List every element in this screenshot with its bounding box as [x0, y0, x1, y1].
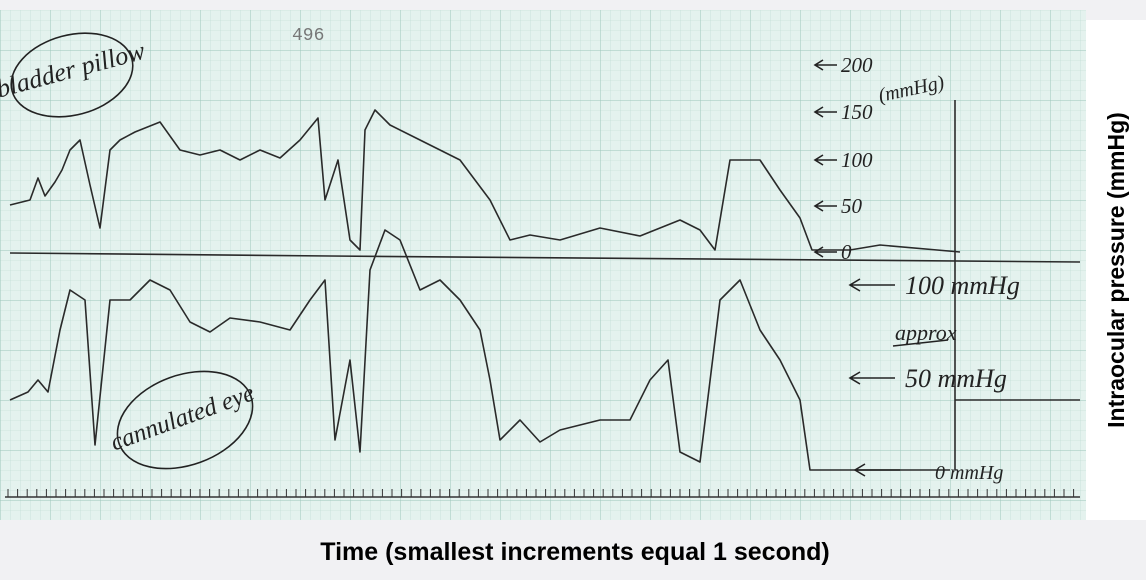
lower-scale: 100 mmHg 50 mmHg 0 mmHg	[848, 271, 1020, 484]
label-circle	[116, 370, 254, 470]
lower-tick-label: 100 mmHg	[905, 271, 1020, 300]
arrow	[813, 106, 837, 118]
underline	[892, 339, 949, 347]
arrow	[813, 200, 837, 212]
approx-note: approx	[895, 320, 957, 345]
x-axis-label: Time (smallest increments equal 1 second…	[320, 538, 829, 566]
upper-tick-label: 200	[841, 53, 873, 77]
upper-tick-label: 50	[841, 194, 863, 218]
paper-grid	[0, 10, 1086, 520]
bladder-trace	[9, 109, 961, 253]
lower-tick-label: 50 mmHg	[905, 364, 1007, 393]
upper-tick-label: 0	[841, 240, 852, 264]
lower-tick-label: 0 mmHg	[935, 462, 1003, 484]
arrow	[813, 246, 837, 258]
side-panel	[1086, 20, 1146, 520]
time-ruler	[5, 489, 1080, 498]
arrow	[848, 371, 895, 385]
page-number: 496	[292, 26, 324, 46]
arrow	[813, 59, 837, 71]
arrow	[813, 154, 837, 166]
arrow	[848, 278, 895, 292]
upper-scale: 200 150 100 50 0	[813, 53, 873, 264]
baseline-trace	[9, 252, 1081, 263]
y-axis-label: Intraocular pressure (mmHg)	[1103, 112, 1129, 428]
upper-tick-label: 100	[841, 148, 873, 172]
arrow	[853, 463, 900, 477]
eye-trace	[9, 229, 950, 471]
label-circle	[10, 32, 134, 118]
upper-tick-label: 150	[841, 100, 873, 124]
